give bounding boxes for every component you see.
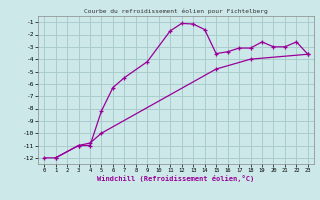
X-axis label: Windchill (Refroidissement éolien,°C): Windchill (Refroidissement éolien,°C) (97, 175, 255, 182)
Title: Courbe du refroidissement éolien pour Fichtelberg: Courbe du refroidissement éolien pour Fi… (84, 9, 268, 14)
